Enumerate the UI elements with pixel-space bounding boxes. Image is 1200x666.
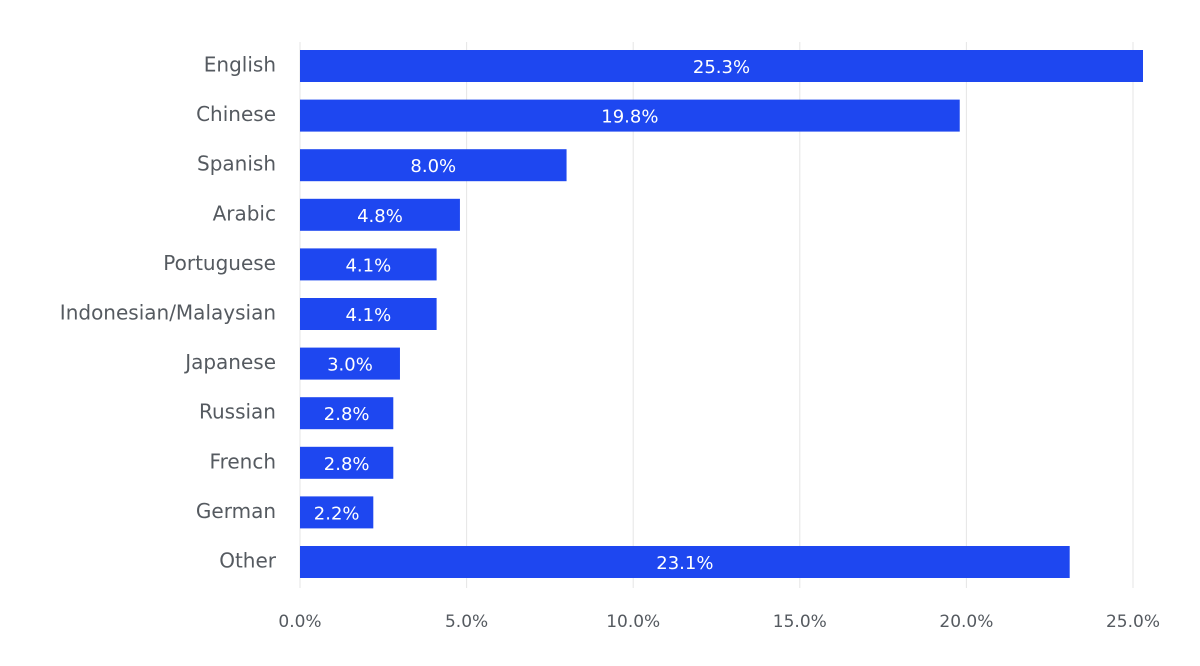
bar xyxy=(300,446,394,479)
bar xyxy=(300,347,400,380)
category-label: Arabic xyxy=(213,201,276,225)
category-label: Other xyxy=(219,549,277,573)
bar-value-label: 2.2% xyxy=(314,503,360,524)
category-label: French xyxy=(210,449,276,473)
bars xyxy=(300,50,1143,578)
bar-value-label: 19.8% xyxy=(601,107,658,128)
category-labels: English Chinese Spanish Arabic Portuguese Ind… xyxy=(60,53,277,573)
x-tick-label: 15.0% xyxy=(773,612,827,632)
bar-value-label: 3.0% xyxy=(327,355,373,376)
x-axis-tick-labels: 0.0% 5.0% 10.0% 15.0% 20.0% 25.0% xyxy=(278,612,1160,632)
bar xyxy=(300,546,1070,578)
bar xyxy=(300,496,374,529)
bar xyxy=(300,50,1143,82)
x-tick-label: 0.0% xyxy=(278,612,321,632)
category-label: German xyxy=(196,499,276,523)
value-labels: 25.3% 19.8% 8.0% 4.8% 4.1% 4.1% 3.0% 2.8% 2.8% 2.… xyxy=(314,57,750,574)
bar-value-label: 4.8% xyxy=(357,206,403,227)
category-label: Indonesian/Malaysian xyxy=(60,301,276,325)
bar-value-label: 23.1% xyxy=(656,553,713,574)
bar xyxy=(300,99,960,132)
x-tick-label: 20.0% xyxy=(939,612,993,632)
bar-value-label: 2.8% xyxy=(324,404,370,425)
category-label: Russian xyxy=(199,400,276,424)
category-label: Chinese xyxy=(196,102,276,126)
category-label: Spanish xyxy=(197,152,276,176)
bar-value-label: 8.0% xyxy=(410,156,456,177)
bar-value-label: 4.1% xyxy=(345,305,391,326)
x-tick-label: 25.0% xyxy=(1106,612,1160,632)
bar-value-label: 4.1% xyxy=(345,255,391,276)
bar xyxy=(300,248,437,281)
bar-value-label: 2.8% xyxy=(324,454,370,475)
bar-value-label: 25.3% xyxy=(693,57,750,78)
bar xyxy=(300,397,394,430)
bar xyxy=(300,298,437,330)
x-tick-label: 10.0% xyxy=(606,612,660,632)
category-label: English xyxy=(204,53,276,77)
x-tick-label: 5.0% xyxy=(445,612,488,632)
bar xyxy=(300,198,460,231)
bar xyxy=(300,149,567,182)
category-label: Portuguese xyxy=(163,251,276,275)
category-label: Japanese xyxy=(183,350,276,374)
